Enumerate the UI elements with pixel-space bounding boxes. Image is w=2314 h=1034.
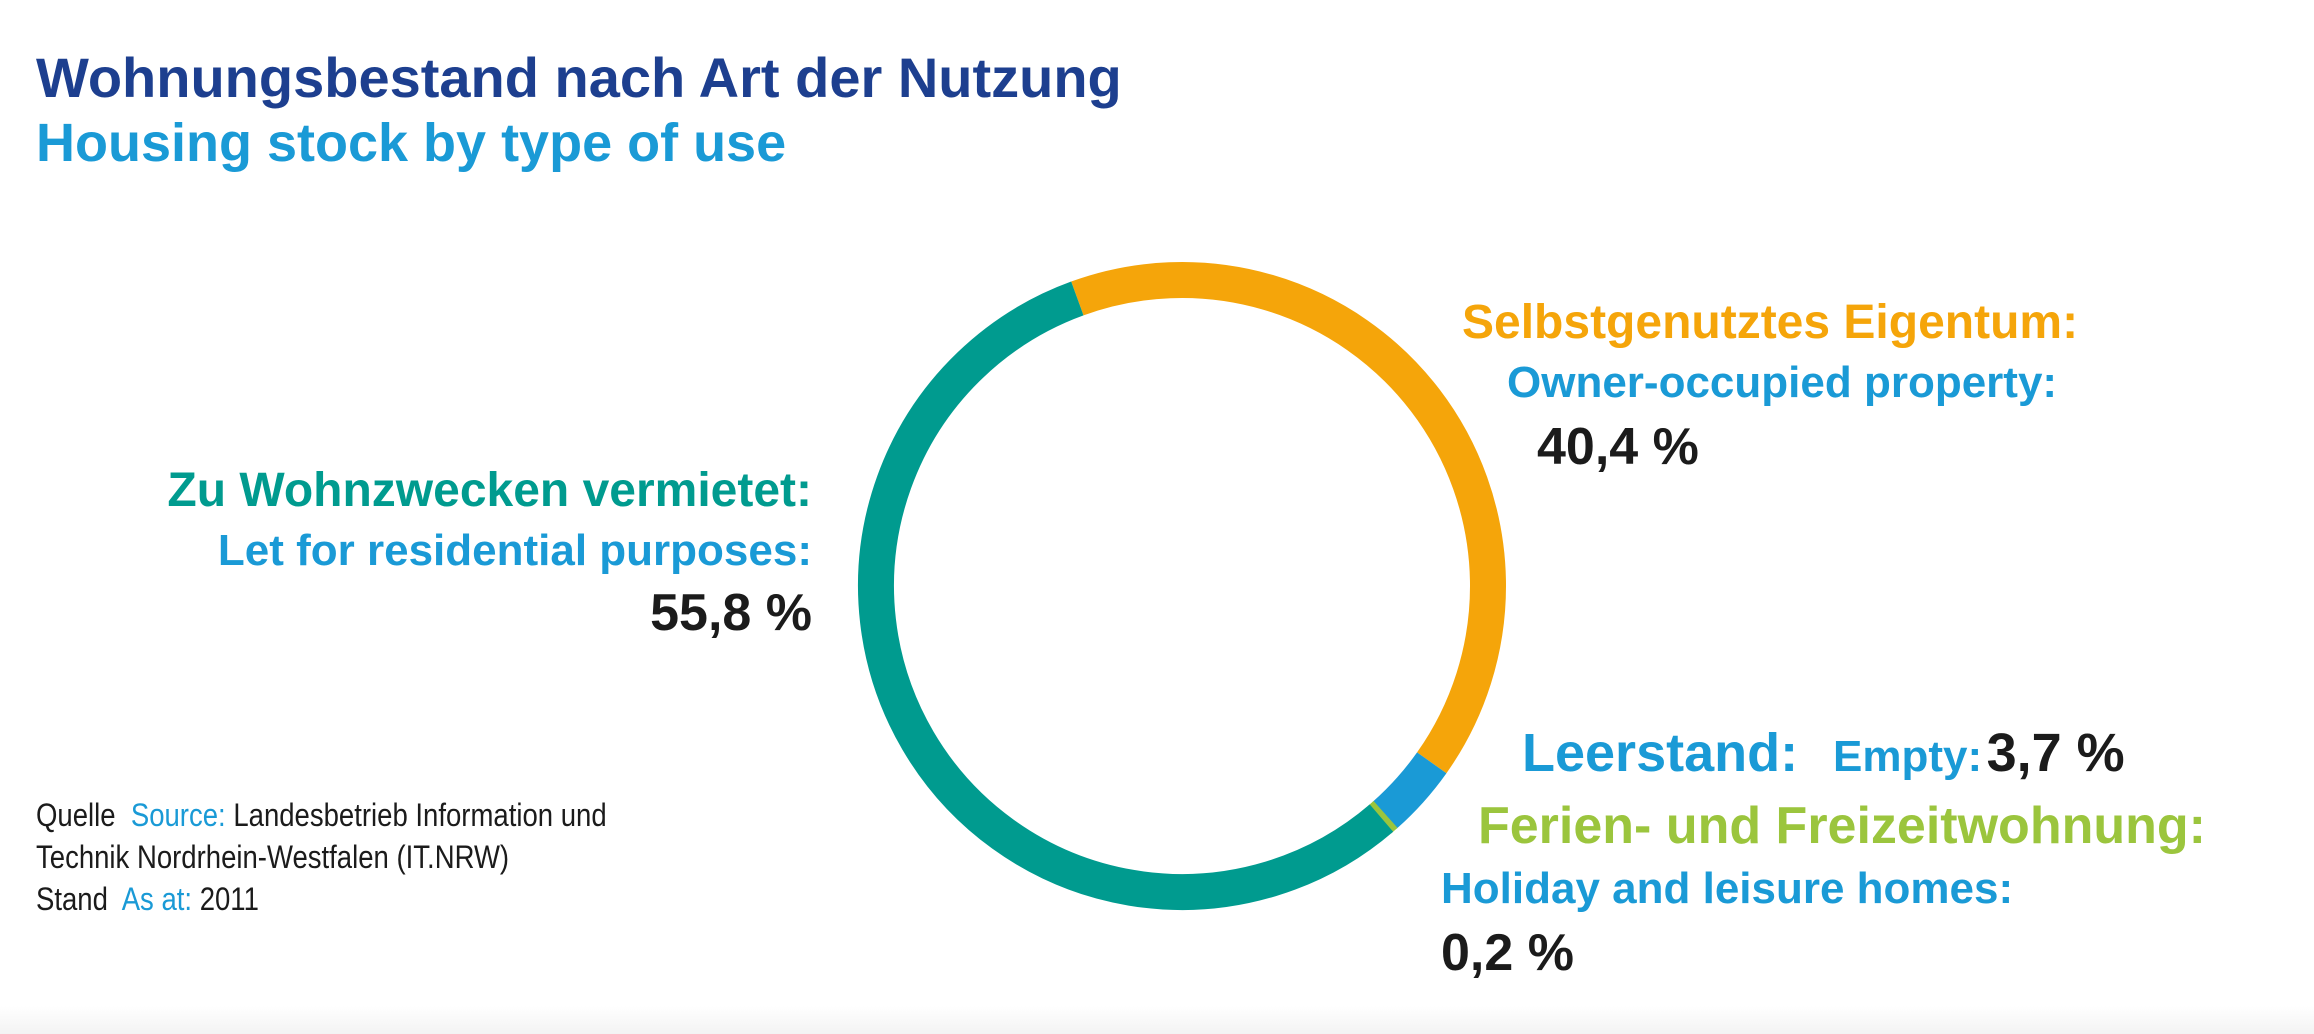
source-text-line2: Technik Nordrhein-Westfalen (IT.NRW): [36, 839, 510, 875]
owner-occupied-label-de: Selbstgenutztes Eigentum:: [1462, 296, 2079, 349]
empty-value: 3,7 %: [1986, 723, 2125, 783]
source-stand-label: Stand: [36, 881, 108, 917]
let-residential-value: 55,8 %: [650, 584, 812, 642]
let-residential-label-block: Zu Wohnzwecken vermietet: Let for reside…: [167, 462, 812, 644]
chart-title-english: Housing stock by type of use: [36, 113, 787, 173]
empty-label-en: Empty:: [1832, 732, 1983, 781]
let-residential-label-en: Let for residential purposes:: [217, 526, 812, 575]
empty-label-de: Leerstand:: [1522, 723, 1799, 783]
source-text-line1: Landesbetrieb Information und: [233, 797, 607, 833]
source-label-en: Source:: [130, 797, 226, 833]
source-as-at-label: As at:: [121, 881, 193, 917]
source-year: 2011: [199, 881, 259, 917]
donut-slice-owner-occupied: [1071, 262, 1506, 774]
donut-slice-let-residential: [858, 281, 1394, 910]
holiday-value: 0,2 %: [1441, 924, 1574, 982]
owner-occupied-label-en: Owner-occupied property:: [1507, 358, 2058, 407]
source-quelle-label: Quelle: [36, 797, 116, 833]
donut-slice-empty: [1372, 752, 1447, 830]
holiday-label-en: Holiday and leisure homes:: [1441, 864, 2014, 913]
empty-label-row: Leerstand: Empty: 3,7 %: [1522, 722, 2125, 784]
chart-title-german: Wohnungsbestand nach Art der Nutzung: [36, 46, 1122, 109]
holiday-label-de: Ferien- und Freizeitwohnung:: [1478, 797, 2206, 855]
bottom-band: [0, 1006, 2314, 1034]
let-residential-label-de: Zu Wohnzwecken vermietet:: [167, 464, 812, 517]
source-note: Quelle Source: Landesbetrieb Information…: [36, 794, 607, 920]
owner-occupied-value: 40,4 %: [1537, 418, 1699, 476]
